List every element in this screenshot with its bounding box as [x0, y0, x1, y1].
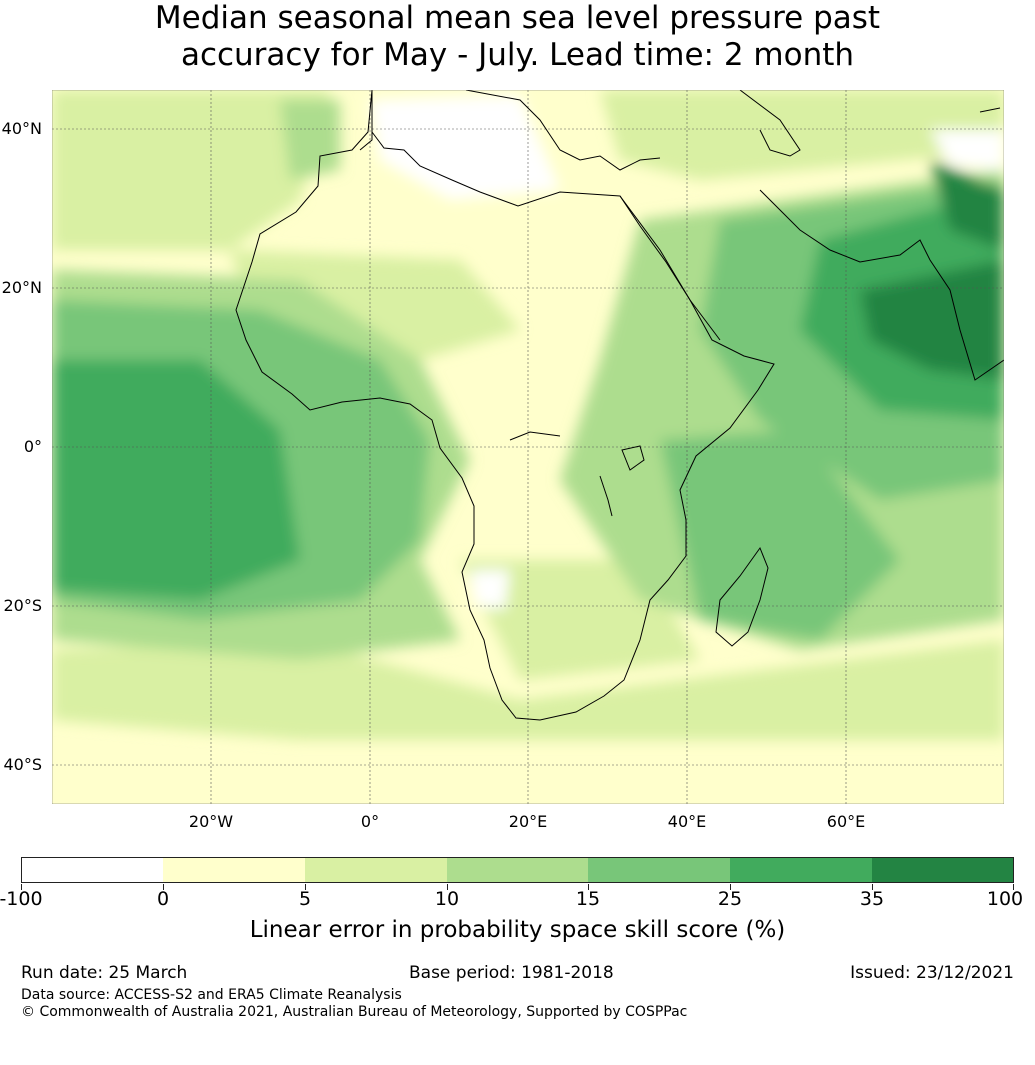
colorbar-bin-2 — [163, 857, 305, 883]
colorbar-bin-5 — [588, 857, 730, 883]
colorbar-label-100: 100 — [986, 888, 1024, 910]
copyright: © Commonwealth of Australia 2021, Austra… — [21, 1004, 688, 1020]
lat-label-20s: 20°S — [3, 596, 42, 615]
skill-score-map — [52, 90, 1004, 804]
lon-label-20w: 20°W — [188, 812, 234, 831]
chart-title: Median seasonal mean sea level pressure … — [0, 0, 1035, 74]
colorbar-label-minus100: -100 — [0, 888, 43, 910]
colorbar-tick — [21, 884, 22, 890]
colorbar-tick — [163, 884, 164, 890]
lon-label-0: 0° — [360, 812, 380, 831]
colorbar-tick — [1013, 884, 1014, 890]
colorbar-tick — [447, 884, 448, 890]
colorbar-bin-1 — [21, 857, 163, 883]
colorbar-tick — [305, 884, 306, 890]
lon-label-60e: 60°E — [826, 812, 866, 831]
colorbar-label-0: 0 — [156, 888, 170, 910]
colorbar-tick — [588, 884, 589, 890]
map-panel: 40°N 20°N 0° 20°S 40°S 20°W 0° 20°E 40°E… — [1, 90, 1004, 831]
score-field — [52, 90, 1004, 804]
issued-date: Issued: 23/12/2021 — [850, 963, 1014, 983]
run-date: Run date: 25 March — [21, 963, 188, 983]
colorbar-tick — [730, 884, 731, 890]
colorbar-label-10: 10 — [434, 888, 460, 910]
base-period: Base period: 1981-2018 — [409, 963, 614, 983]
lat-label-0: 0° — [23, 437, 42, 456]
colorbar-label-15: 15 — [575, 888, 601, 910]
lat-label-20n: 20°N — [1, 278, 42, 297]
colorbar-label-25: 25 — [717, 888, 743, 910]
lon-label-20e: 20°E — [508, 812, 548, 831]
colorbar-bin-3 — [305, 857, 447, 883]
colorbar-tick — [872, 884, 873, 890]
lon-label-40e: 40°E — [667, 812, 707, 831]
graticule — [52, 90, 1004, 804]
colorbar-bin-6 — [730, 857, 872, 883]
lat-label-40s: 40°S — [3, 755, 42, 774]
data-source: Data source: ACCESS-S2 and ERA5 Climate … — [21, 987, 402, 1003]
title-line-2: accuracy for May - July. Lead time: 2 mo… — [180, 37, 855, 73]
colorbar-title: Linear error in probability space skill … — [249, 917, 786, 943]
coastline — [235, 90, 1004, 721]
colorbar-label-5: 5 — [298, 888, 312, 910]
colorbar-bin-7 — [872, 857, 1014, 883]
title-line-1: Median seasonal mean sea level pressure … — [154, 0, 881, 36]
lat-label-40n: 40°N — [1, 119, 42, 138]
colorbar-label-35: 35 — [859, 888, 885, 910]
colorbar-bin-4 — [447, 857, 588, 883]
